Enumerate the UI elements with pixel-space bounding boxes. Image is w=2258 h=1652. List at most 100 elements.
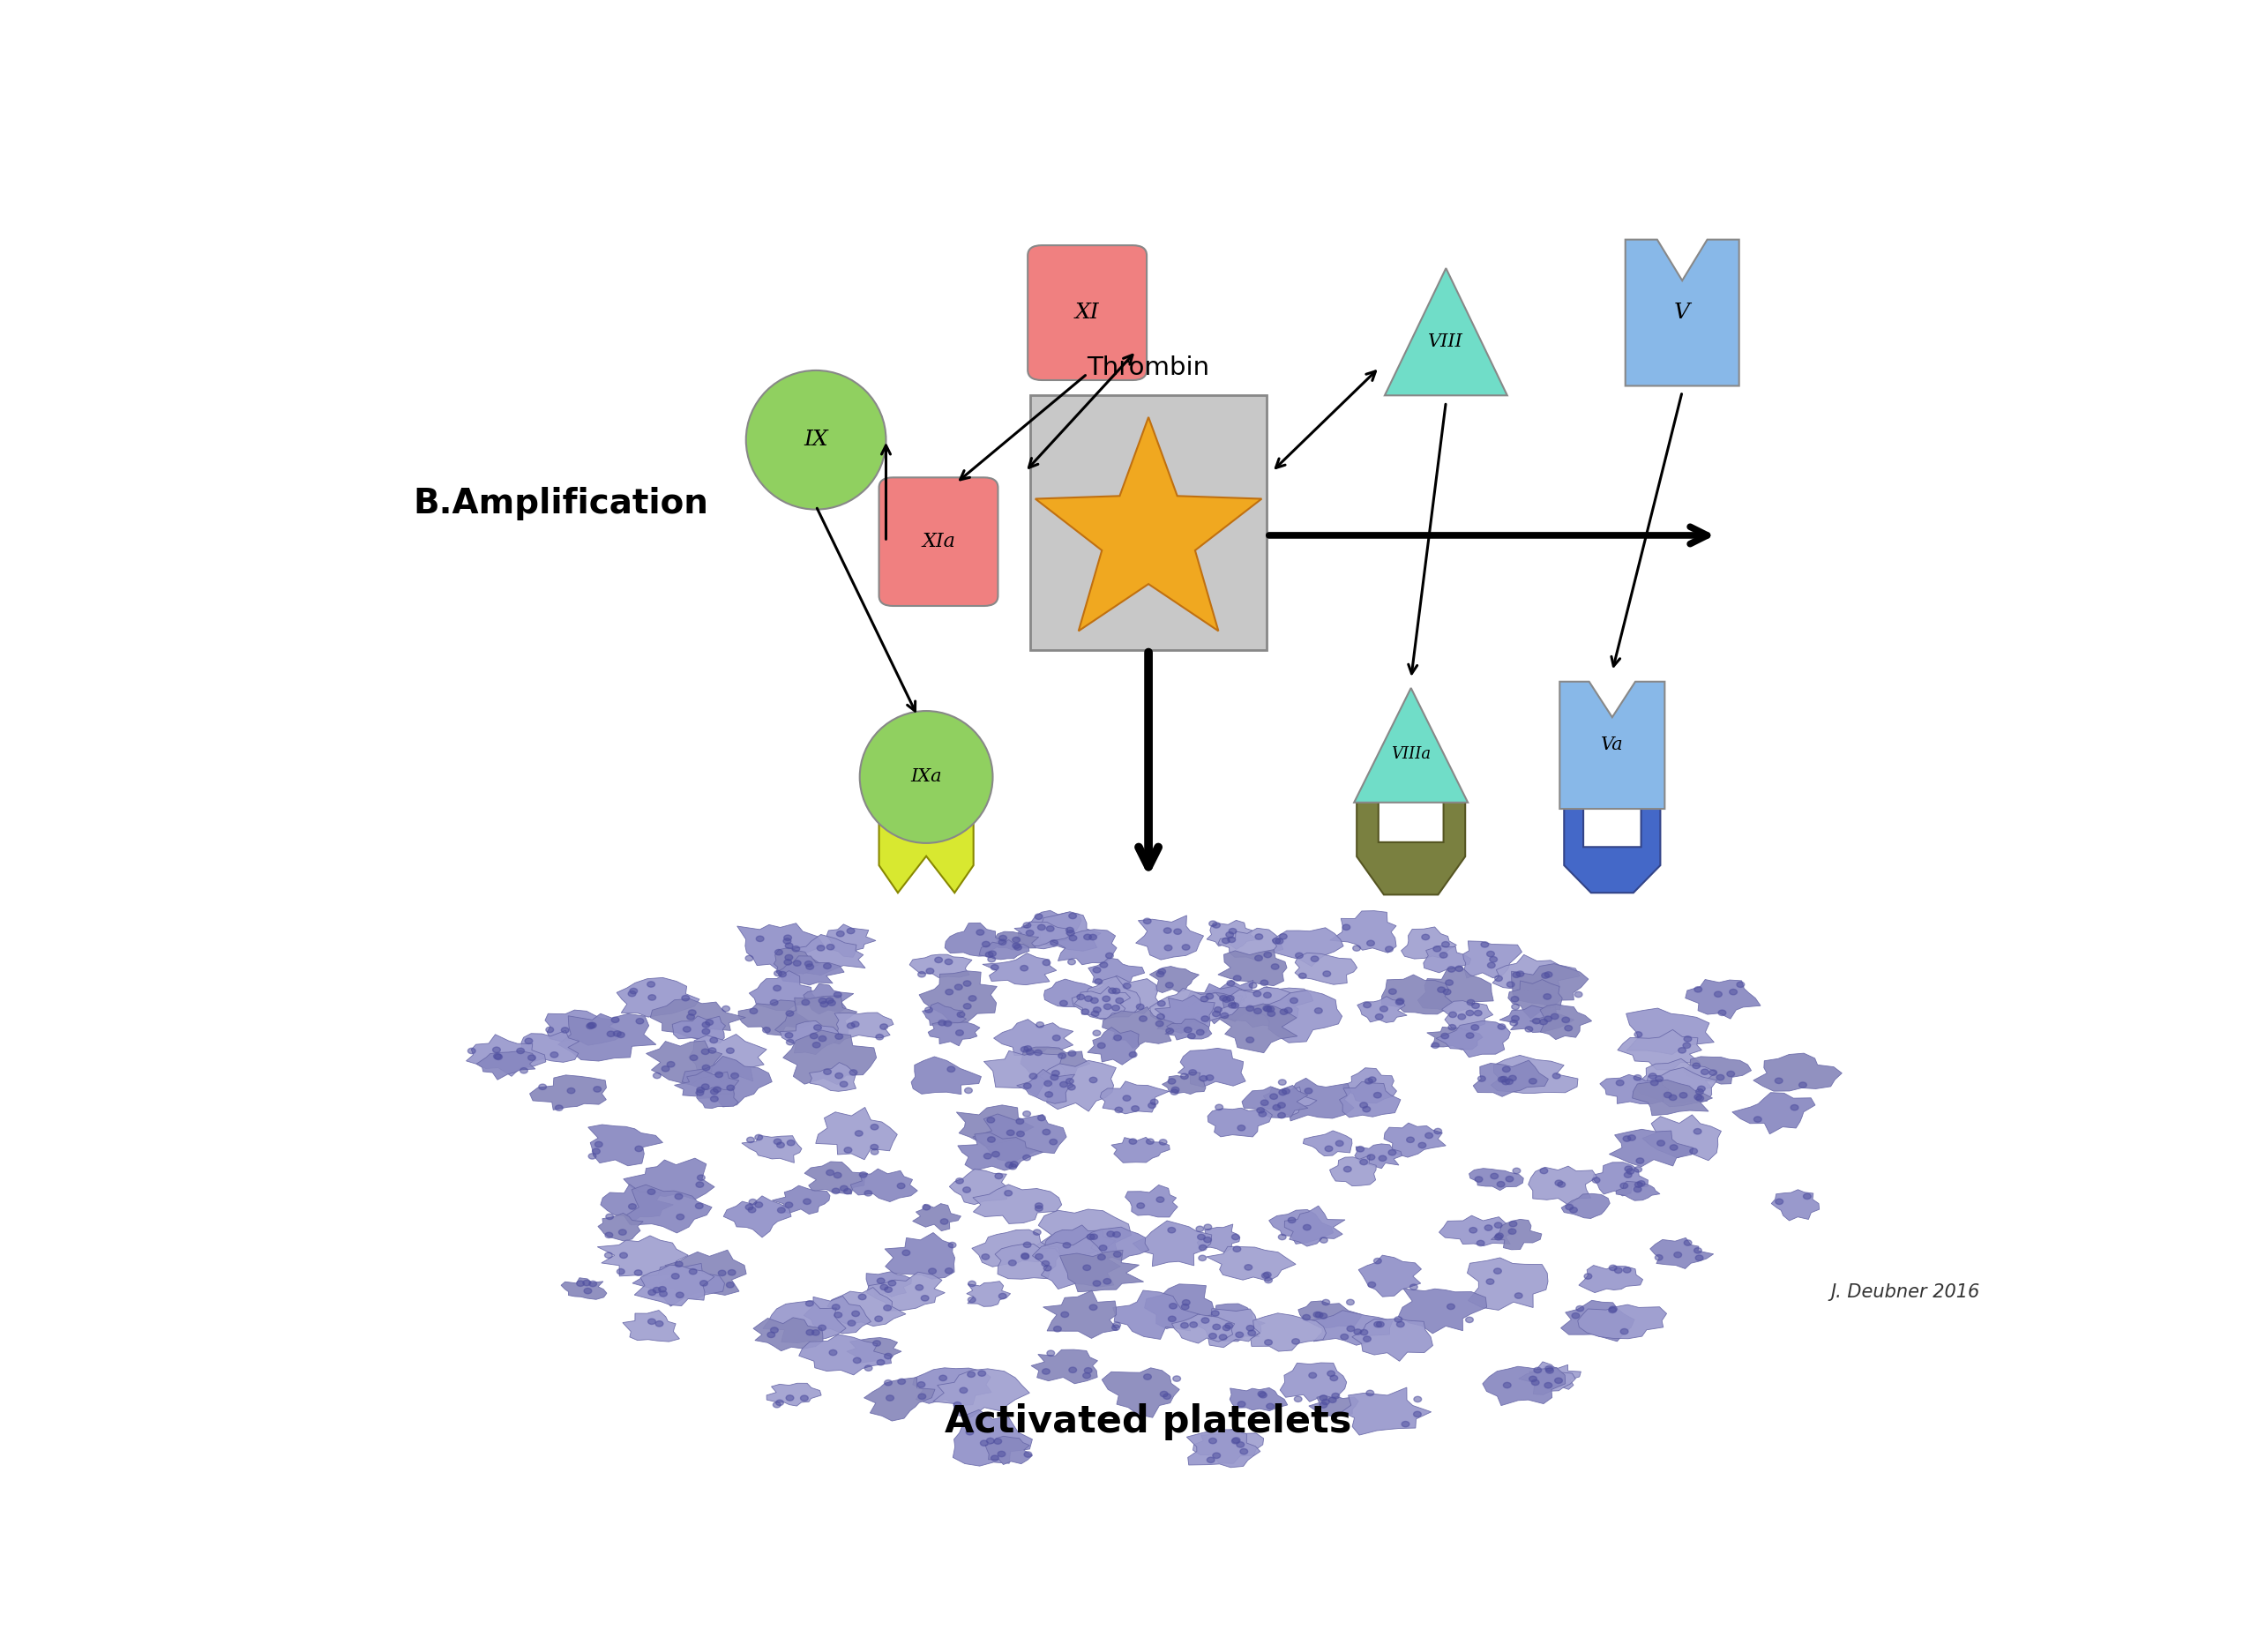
Polygon shape: [1472, 1061, 1549, 1097]
Circle shape: [806, 965, 813, 970]
Circle shape: [1021, 1047, 1027, 1052]
Circle shape: [1158, 1140, 1167, 1145]
Polygon shape: [1339, 1082, 1400, 1117]
Circle shape: [1197, 1029, 1204, 1036]
Polygon shape: [544, 1009, 625, 1046]
Polygon shape: [601, 1184, 673, 1224]
Polygon shape: [1305, 1310, 1393, 1345]
Circle shape: [1264, 1272, 1271, 1277]
Circle shape: [786, 955, 793, 960]
Polygon shape: [774, 948, 820, 978]
Circle shape: [1100, 961, 1109, 968]
Circle shape: [1170, 1303, 1176, 1308]
Circle shape: [1104, 1004, 1111, 1009]
Polygon shape: [1102, 1368, 1179, 1417]
Circle shape: [1086, 1234, 1095, 1239]
Circle shape: [774, 1138, 781, 1145]
Polygon shape: [1163, 1072, 1206, 1094]
Circle shape: [689, 1269, 698, 1274]
Circle shape: [1034, 1229, 1041, 1236]
Circle shape: [1736, 981, 1745, 988]
Circle shape: [1188, 1032, 1194, 1039]
Polygon shape: [1578, 1265, 1644, 1292]
Polygon shape: [1355, 687, 1468, 803]
Circle shape: [1323, 971, 1330, 976]
Circle shape: [1122, 1095, 1131, 1100]
Circle shape: [1253, 991, 1260, 996]
Circle shape: [1228, 1003, 1235, 1008]
Circle shape: [939, 1019, 946, 1026]
Circle shape: [1664, 1092, 1671, 1099]
Circle shape: [1635, 1075, 1642, 1080]
Circle shape: [883, 1305, 892, 1310]
Circle shape: [1447, 1024, 1456, 1031]
Polygon shape: [476, 1051, 535, 1080]
Circle shape: [1434, 1128, 1441, 1133]
Circle shape: [1544, 971, 1551, 978]
Polygon shape: [634, 1265, 714, 1305]
Circle shape: [1565, 1204, 1574, 1209]
Polygon shape: [1357, 800, 1465, 895]
Circle shape: [1574, 991, 1583, 998]
Circle shape: [1698, 1085, 1705, 1092]
Circle shape: [1012, 937, 1021, 943]
Circle shape: [1474, 1176, 1484, 1183]
Circle shape: [1328, 1371, 1334, 1376]
Circle shape: [989, 952, 996, 957]
Circle shape: [1233, 975, 1242, 981]
Polygon shape: [768, 1383, 822, 1406]
Circle shape: [948, 1067, 955, 1072]
Circle shape: [919, 1394, 926, 1399]
Circle shape: [1544, 1383, 1551, 1388]
Circle shape: [854, 1358, 860, 1363]
Circle shape: [788, 1140, 795, 1145]
Polygon shape: [560, 1277, 607, 1300]
Circle shape: [1285, 1008, 1292, 1013]
Circle shape: [786, 1396, 795, 1401]
Circle shape: [1052, 1070, 1059, 1075]
Circle shape: [1678, 1047, 1687, 1052]
Circle shape: [1624, 1173, 1633, 1178]
Circle shape: [648, 1318, 655, 1325]
Circle shape: [991, 1455, 998, 1460]
Circle shape: [1054, 1327, 1061, 1332]
Circle shape: [1104, 1279, 1111, 1284]
Circle shape: [1093, 1008, 1102, 1013]
Polygon shape: [815, 1107, 896, 1160]
Circle shape: [1201, 1318, 1208, 1323]
Circle shape: [885, 1353, 892, 1360]
Circle shape: [1091, 1234, 1097, 1239]
Circle shape: [1264, 952, 1271, 958]
Circle shape: [804, 961, 813, 966]
Circle shape: [1167, 1079, 1176, 1084]
Polygon shape: [984, 1051, 1066, 1097]
Circle shape: [1222, 1013, 1228, 1018]
Polygon shape: [1102, 1006, 1183, 1049]
Circle shape: [998, 940, 1007, 945]
Circle shape: [1608, 1307, 1617, 1313]
Circle shape: [811, 1032, 817, 1039]
Circle shape: [1474, 1011, 1481, 1016]
Circle shape: [1375, 1014, 1384, 1019]
Circle shape: [1280, 933, 1287, 940]
Polygon shape: [953, 1409, 1032, 1465]
Circle shape: [1529, 1376, 1538, 1381]
Circle shape: [1025, 930, 1034, 935]
Circle shape: [619, 1252, 628, 1259]
Circle shape: [750, 1199, 756, 1204]
Polygon shape: [1079, 976, 1161, 1016]
Circle shape: [1319, 1313, 1328, 1318]
Circle shape: [1395, 999, 1404, 1004]
Circle shape: [969, 1280, 975, 1287]
FancyBboxPatch shape: [1027, 244, 1147, 380]
Polygon shape: [1249, 990, 1341, 1042]
Circle shape: [1197, 1234, 1206, 1239]
Circle shape: [1508, 1221, 1517, 1227]
Polygon shape: [1197, 1224, 1240, 1252]
Circle shape: [774, 950, 784, 955]
Circle shape: [648, 1189, 655, 1194]
Circle shape: [1508, 1229, 1515, 1234]
Circle shape: [1497, 1077, 1506, 1082]
Circle shape: [831, 1188, 840, 1194]
Circle shape: [1364, 1003, 1371, 1008]
